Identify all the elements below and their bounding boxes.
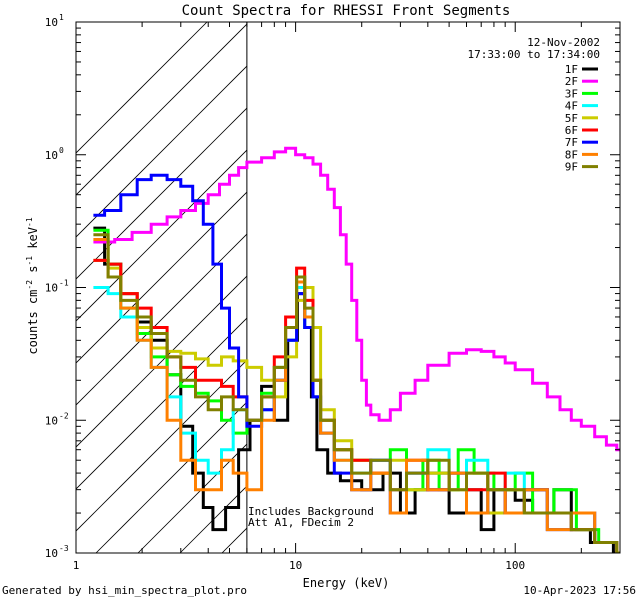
y-tick-label: 10 (45, 414, 58, 427)
x-tick-label: 1 (73, 559, 80, 572)
x-axis-label: Energy (keV) (303, 576, 390, 590)
legend-label: 4F (565, 100, 578, 113)
hatch-line (76, 317, 247, 490)
y-label-main: counts cm (26, 290, 40, 355)
footer-generated-by: Generated by hsi_min_spectra_plot.pro (2, 584, 247, 597)
y-tick-label: 10 (45, 149, 58, 162)
series-9f-line (93, 233, 620, 553)
legend-label: 1F (565, 63, 578, 76)
hatch-line (76, 275, 247, 448)
legend-label: 9F (565, 161, 578, 174)
legend-label: 3F (565, 87, 578, 100)
excluded-energy-hatch (76, 0, 640, 553)
hatch-line (76, 191, 247, 364)
series-7f-line (93, 173, 620, 553)
y-tick-exponent: -2 (59, 411, 69, 420)
hatch-line (76, 233, 247, 406)
y-axis-label: counts cm-2 s-1 keV-1 (25, 217, 40, 354)
y-tick-exponent: -1 (59, 279, 69, 288)
hatch-line (264, 0, 640, 553)
hatch-line (432, 0, 640, 553)
legend-label: 7F (565, 136, 578, 149)
hatch-line (76, 107, 247, 280)
y-tick-exponent: 1 (59, 13, 64, 22)
y-label-unit: keV (26, 227, 40, 256)
hatch-line (76, 359, 247, 532)
footer-timestamp: 10-Apr-2023 17:56 (523, 584, 636, 597)
hatch-lines (76, 0, 640, 553)
y-tick-exponent: -3 (59, 544, 69, 553)
x-tick-label: 10 (289, 559, 302, 572)
y-label-exp3: -1 (25, 217, 34, 227)
hatch-line (95, 401, 247, 553)
y-label-exp2: -1 (25, 256, 34, 266)
hatch-line (516, 0, 640, 553)
y-label-mid: s (26, 266, 40, 280)
y-tick-exponent: 0 (59, 146, 64, 155)
time-range-label: 17:33:00 to 17:34:00 (468, 48, 600, 61)
y-tick-label: 10 (45, 547, 58, 560)
annotation-attenuator: Att A1, FDecim 2 (248, 516, 354, 529)
legend-label: 2F (565, 75, 578, 88)
date-label: 12-Nov-2002 (527, 36, 600, 49)
hatch-line (474, 0, 640, 553)
annotation-background: Includes Background (248, 505, 374, 518)
chart-title: Count Spectra for RHESSI Front Segments (182, 3, 511, 19)
legend-label: 6F (565, 124, 578, 137)
series-layer (93, 146, 620, 553)
y-tick-label: 10 (45, 282, 58, 295)
series-2f-line (93, 146, 620, 452)
y-tick-label: 10 (45, 16, 58, 29)
hatch-line (76, 22, 208, 154)
legend-label: 8F (565, 148, 578, 161)
legend-label: 5F (565, 112, 578, 125)
x-tick-label: 100 (505, 559, 525, 572)
y-label-exp1: -2 (25, 280, 34, 290)
hatch-line (76, 23, 247, 196)
hatch-line (76, 149, 247, 322)
